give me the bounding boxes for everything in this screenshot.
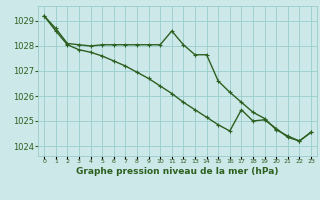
X-axis label: Graphe pression niveau de la mer (hPa): Graphe pression niveau de la mer (hPa) [76, 167, 279, 176]
